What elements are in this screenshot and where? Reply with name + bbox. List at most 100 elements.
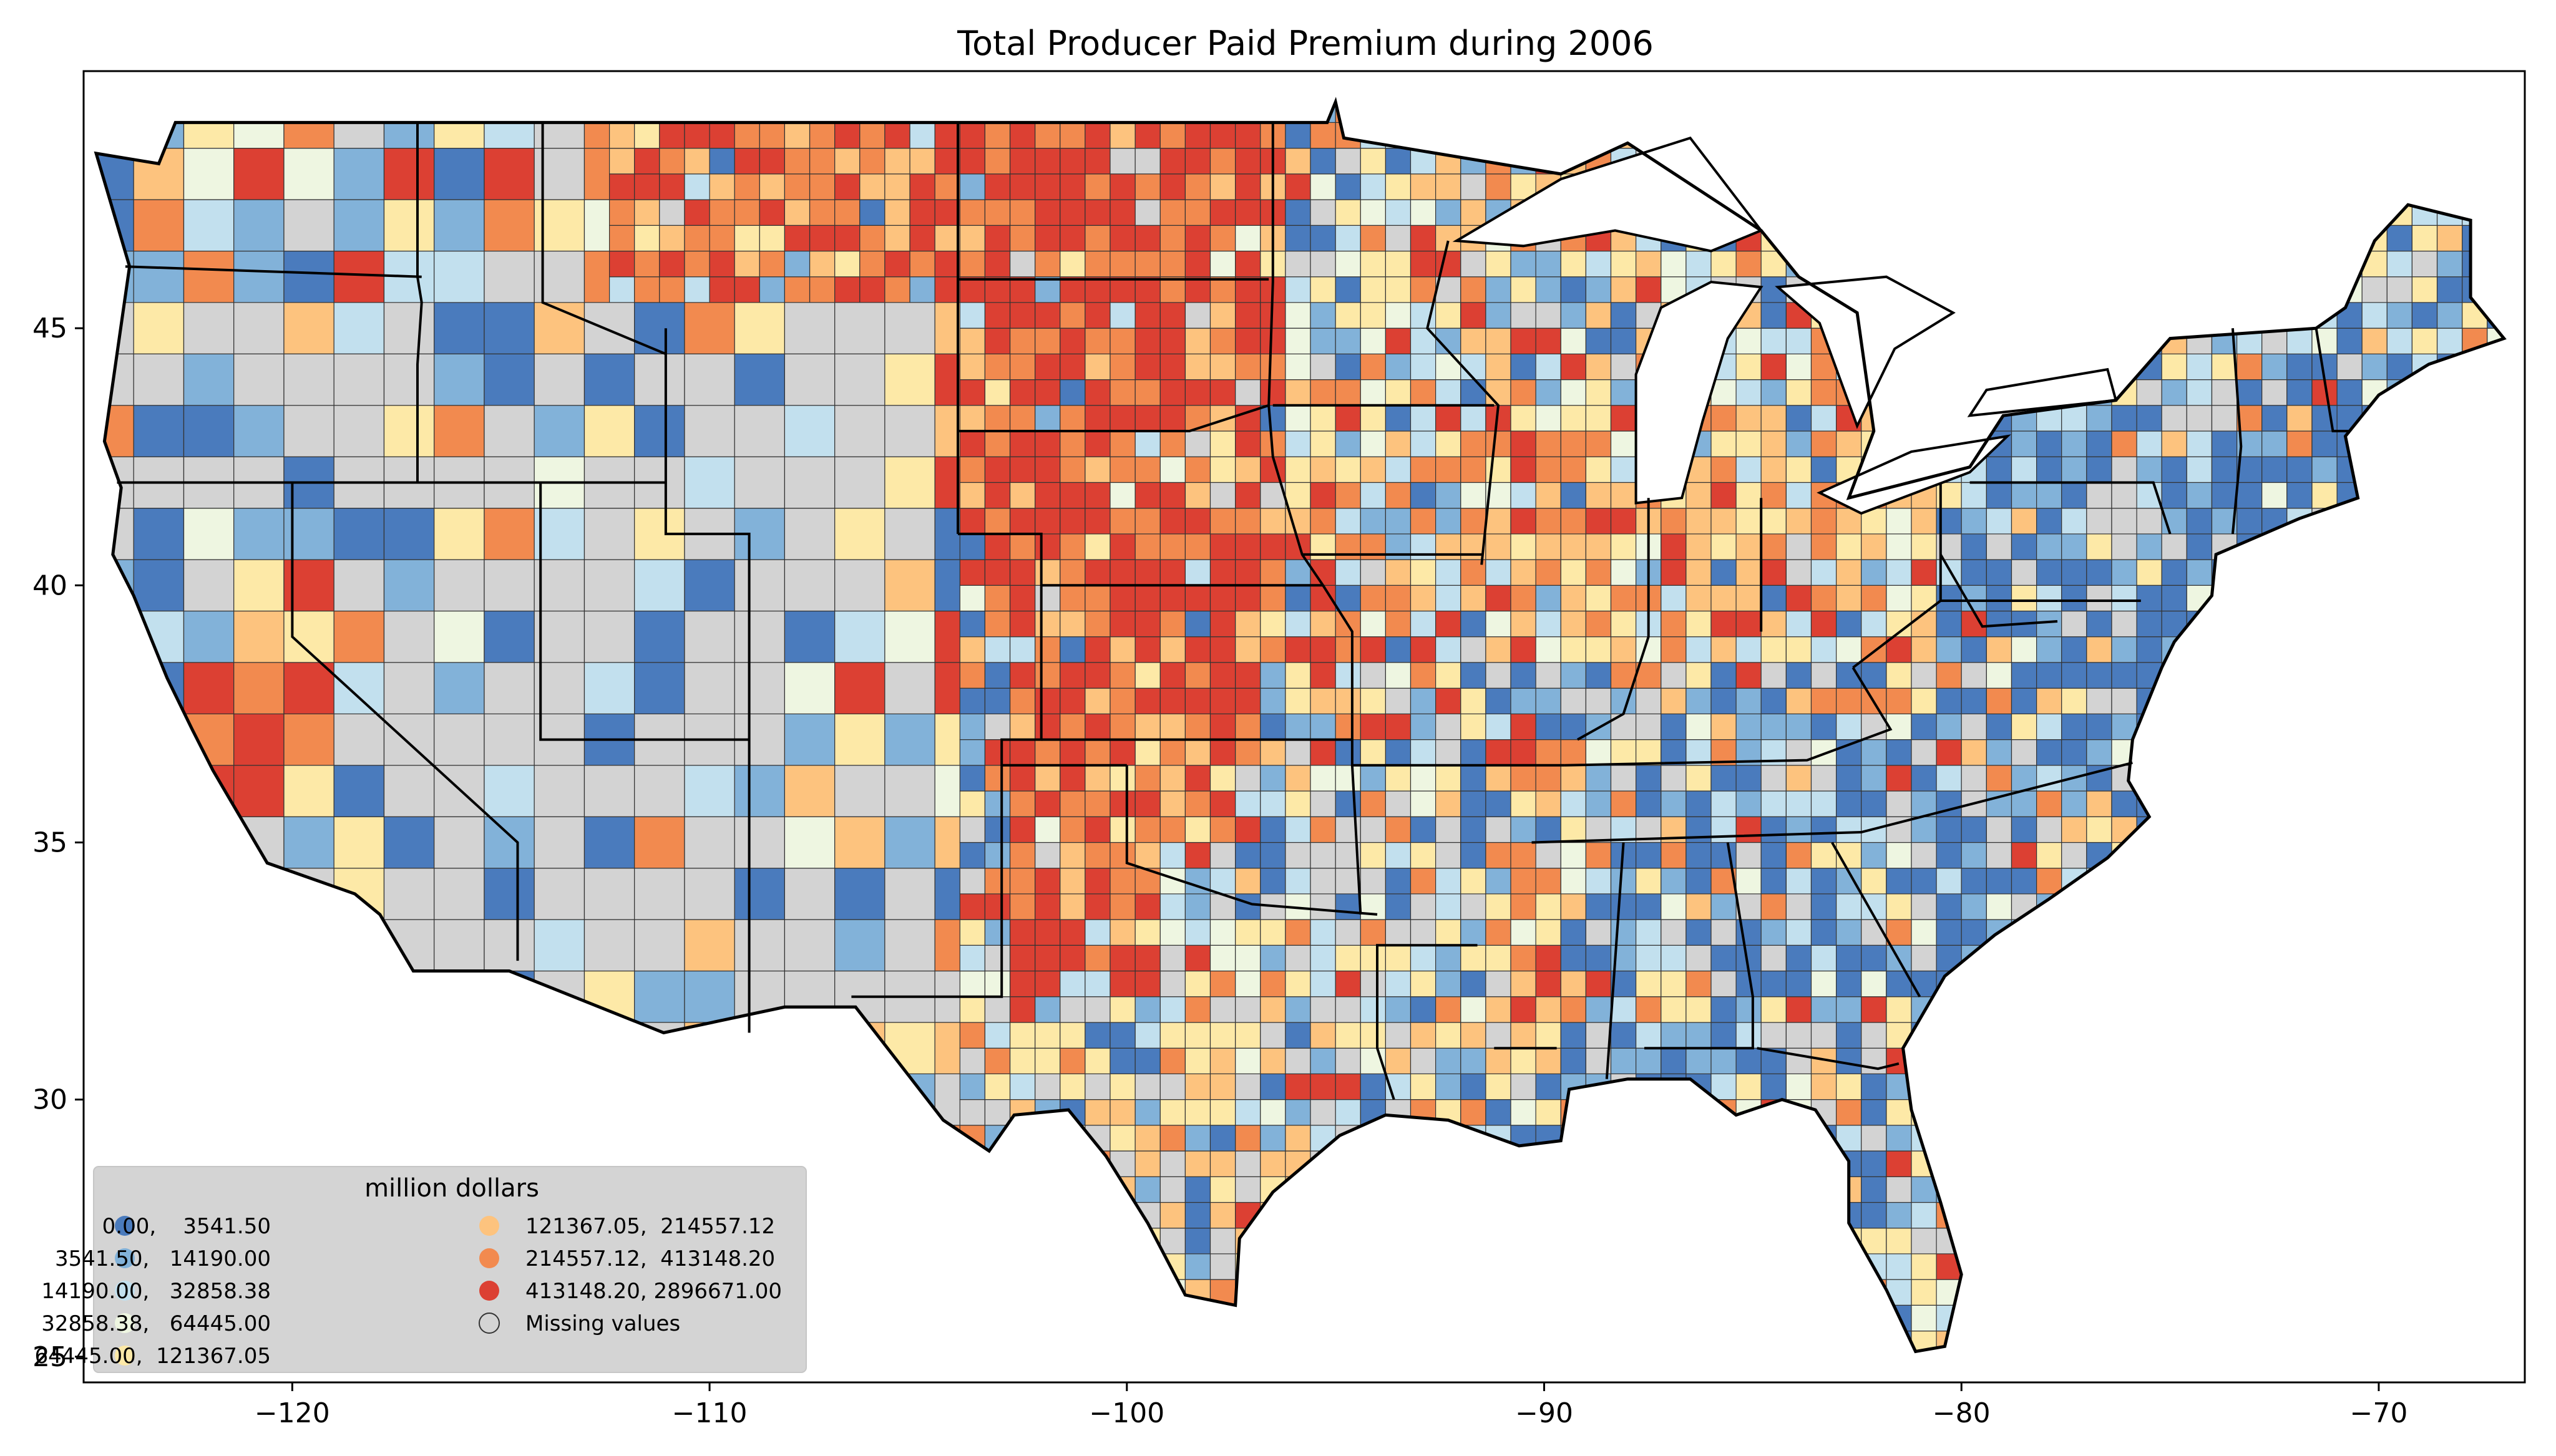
county-cell [1560,687,1587,714]
county-cell [1535,585,1561,612]
county-cell [1510,430,1536,457]
county-cell [2261,353,2288,381]
county-cell [1685,713,1712,740]
county-cell [583,816,635,869]
county-cell [1485,790,1511,817]
county-cell [1385,816,1412,843]
county-cell [1936,765,1962,792]
county-cell [1460,1099,1486,1126]
county-cell [1785,1047,1812,1074]
county-cell [2036,508,2062,535]
county-cell [2236,379,2263,406]
county-cell [1911,919,1937,946]
county-cell [634,148,660,175]
county-cell [1360,790,1387,817]
county-cell [1110,1022,1136,1049]
county-cell [1235,868,1261,895]
county-cell [1760,790,1787,817]
county-cell [1735,430,1762,457]
county-cell [1085,508,1111,535]
county-cell [1060,353,1086,381]
county-cell [1410,353,1437,381]
county-cell [183,662,235,715]
county-cell [1610,456,1637,483]
county-cell [1235,353,1261,381]
county-cell [1610,302,1637,329]
county-cell [1159,1099,1186,1126]
county-cell [1184,687,1211,714]
county-cell [1886,1253,1912,1280]
county-cell [1209,790,1236,817]
state-boundary [1939,553,2058,628]
county-cell [1836,430,1862,457]
county-cell [1460,893,1486,920]
county-cell [884,559,935,612]
county-cell [1661,996,1687,1023]
county-cell [984,585,1011,612]
county-cell [1260,944,1286,972]
county-cell [1209,1176,1236,1203]
county-cell [1134,662,1161,689]
county-cell [1760,508,1787,535]
county-cell [283,713,334,766]
county-cell [1310,816,1336,843]
county-cell [1009,533,1036,560]
county-cell [659,199,685,226]
county-cell [1085,970,1111,997]
county-cell [2186,482,2213,509]
county-cell [383,508,435,560]
county-cell [1760,328,1787,355]
county-cell [1235,636,1261,663]
county-cell [1585,610,1612,638]
county-cell [2161,482,2187,509]
county-cell [1060,405,1086,432]
county-cell [1335,739,1361,766]
county-cell [2111,790,2137,817]
county-cell [1685,1047,1712,1074]
county-cell [1685,919,1712,946]
county-cell [583,662,635,715]
county-cell [2311,430,2338,457]
county-cell [1460,919,1486,946]
county-cell [1936,816,1962,843]
county-cell [1661,636,1687,663]
county-cell [1435,456,1461,483]
county-cell [1735,816,1762,843]
county-cell [1460,996,1486,1023]
x-tick-label: −110 [672,1397,748,1429]
county-cell [1560,533,1587,560]
state-boundary [2231,328,2243,535]
county-cell [1510,533,1536,560]
county-cell [1661,893,1687,920]
county-cell [1535,765,1561,792]
county-cell [1460,250,1486,278]
county-cell [1159,790,1186,817]
county-cell [1085,636,1111,663]
county-cell [1209,1253,1236,1280]
county-cell [1009,996,1036,1023]
state-boundary [1577,498,1650,741]
county-cell [1184,893,1211,920]
county-cell [2011,559,2037,586]
county-cell [934,148,960,175]
county-cell [1235,842,1261,869]
county-cell [784,173,811,200]
county-cell [1735,713,1762,740]
county-cell [859,225,885,252]
county-cell [1335,276,1361,303]
county-cell [1460,842,1486,869]
county-cell [233,765,285,817]
county-cell [2311,482,2338,509]
county-cell [1610,868,1637,895]
county-cell [2061,739,2087,766]
county-cell [1485,636,1511,663]
county-cell [1260,713,1286,740]
county-cell [1585,302,1612,329]
county-cell [1785,662,1812,689]
county-cell [809,199,836,226]
state-boundary [1757,1047,1900,1070]
county-cell [1285,944,1311,972]
county-cell [183,610,235,663]
county-cell [1159,122,1186,149]
county-cell [1335,456,1361,483]
